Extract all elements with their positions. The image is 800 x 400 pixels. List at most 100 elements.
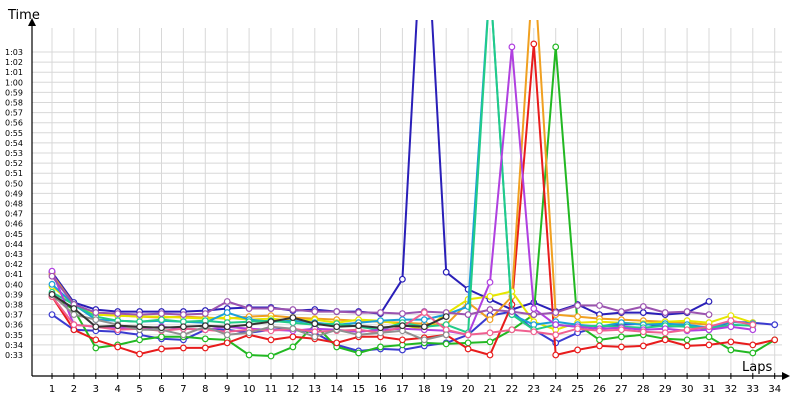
x-tick-label: 17 (396, 384, 409, 395)
x-tick-label: 23 (527, 384, 540, 395)
series-group (48, 20, 779, 360)
data-point (596, 302, 603, 309)
data-point (705, 311, 713, 319)
x-tick-label: 31 (703, 384, 716, 395)
data-point (333, 308, 341, 315)
data-point (596, 327, 603, 335)
y-axis-arrow (28, 18, 36, 26)
data-point (705, 333, 713, 341)
y-tick-label: 0:44 (5, 240, 23, 249)
data-point (683, 336, 691, 344)
y-tick-label: 0:42 (5, 260, 23, 269)
data-point (136, 336, 144, 344)
data-point (486, 278, 494, 286)
data-point (727, 346, 735, 354)
x-tick-label: 16 (374, 384, 387, 395)
x-tick-label: 18 (418, 384, 431, 395)
data-point (223, 331, 231, 339)
data-point (92, 323, 100, 331)
data-point (618, 326, 625, 334)
data-point (355, 309, 363, 316)
x-tick-label: 8 (202, 384, 208, 395)
data-point (179, 311, 187, 319)
y-tick-label: 0:34 (5, 341, 23, 350)
data-point (92, 344, 100, 352)
data-point (245, 351, 253, 359)
y-tick-label: 0:46 (5, 220, 23, 229)
x-tick-label: 9 (224, 384, 230, 395)
x-tick-label: 32 (725, 384, 738, 395)
x-axis-title: Laps (742, 360, 772, 375)
y-tick-label: 1:00 (5, 78, 23, 87)
y-tick-label: 0:47 (5, 210, 23, 219)
x-tick-label: 14 (330, 384, 343, 395)
data-point (705, 298, 713, 305)
data-point (245, 329, 253, 337)
data-point (289, 306, 297, 313)
data-point (136, 323, 144, 331)
data-point (705, 341, 713, 349)
y-tick-label: 0:40 (5, 280, 23, 289)
data-point (420, 316, 428, 324)
data-point (683, 308, 691, 315)
data-point (552, 351, 560, 359)
series-line (51, 45, 776, 357)
y-axis-title: Time (7, 8, 40, 23)
data-point (70, 321, 78, 329)
data-point (442, 313, 450, 321)
y-tick-label: 0:37 (5, 311, 23, 320)
data-point (114, 343, 122, 351)
data-point (486, 316, 494, 324)
data-point (48, 280, 56, 288)
data-point (486, 293, 494, 300)
data-point (223, 323, 231, 331)
data-point (508, 308, 516, 315)
data-point (179, 344, 187, 352)
data-point (464, 331, 472, 339)
data-point (136, 311, 144, 319)
x-tick-label: 22 (506, 384, 519, 395)
data-point (596, 342, 603, 350)
data-point (574, 302, 581, 309)
data-point (771, 336, 779, 344)
x-tick-label: 34 (768, 384, 781, 395)
data-point (267, 336, 275, 344)
data-point (486, 338, 494, 346)
series-line (51, 42, 775, 356)
data-point (48, 291, 56, 298)
data-point (639, 309, 647, 316)
data-point (223, 298, 231, 305)
x-tick-label: 30 (681, 384, 694, 395)
y-tick-label: 0:35 (5, 331, 23, 340)
x-tick-label: 1 (49, 384, 55, 395)
data-point (92, 316, 100, 324)
data-point (399, 336, 406, 344)
data-point (661, 329, 669, 337)
data-point (48, 311, 56, 319)
data-point (201, 310, 209, 317)
data-point (530, 328, 538, 336)
data-point (245, 305, 253, 312)
x-tick-label: 7 (180, 384, 186, 395)
data-point (530, 40, 538, 48)
y-tick-labels: 0:330:340:350:360:370:38 0:390:400:410:42… (5, 48, 23, 360)
data-point (618, 343, 625, 351)
data-point (749, 349, 757, 357)
data-point (420, 336, 428, 344)
data-point (486, 329, 494, 337)
y-tick-label: 1:03 (5, 48, 23, 57)
data-point (289, 325, 297, 333)
y-tick-label: 0:58 (5, 99, 23, 108)
y-tick-label: 1:02 (5, 58, 23, 67)
y-tick-label: 0:48 (5, 200, 23, 209)
x-tick-label: 13 (308, 384, 321, 395)
x-tick-label: 29 (659, 384, 672, 395)
x-tick-label: 3 (93, 384, 99, 395)
series-13 (48, 291, 450, 332)
data-point (114, 310, 122, 317)
x-tick-label: 21 (484, 384, 497, 395)
series-10 (48, 272, 713, 319)
data-point (92, 336, 100, 344)
data-point (574, 313, 581, 321)
y-tick-label: 0:49 (5, 189, 23, 198)
